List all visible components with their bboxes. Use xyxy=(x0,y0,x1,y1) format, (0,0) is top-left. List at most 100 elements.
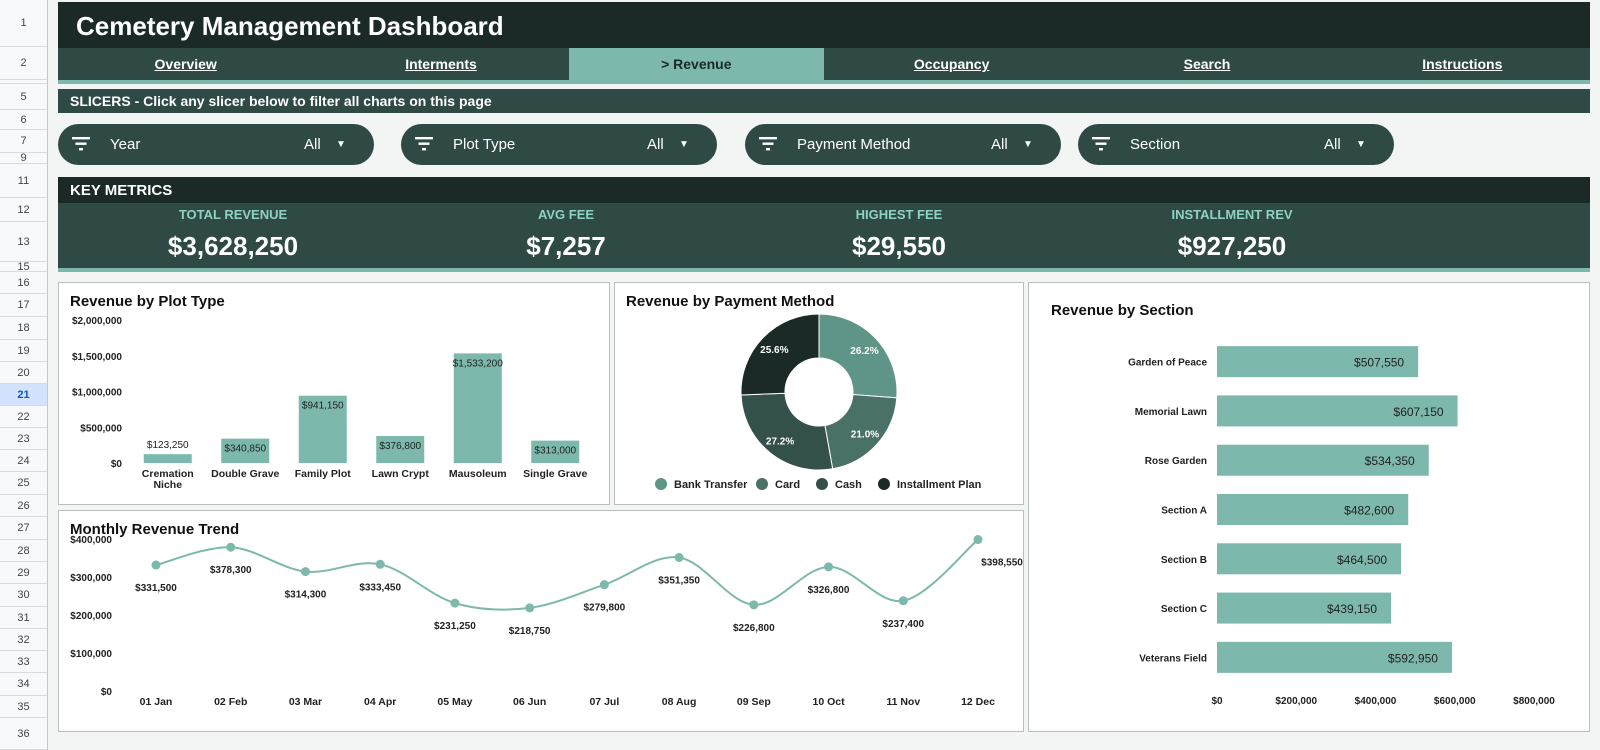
row-number[interactable]: 22 xyxy=(0,406,47,428)
data-label: $279,800 xyxy=(584,603,626,614)
y-tick-label: $0 xyxy=(111,459,123,470)
chart-title: Revenue by Plot Type xyxy=(70,293,225,310)
row-number[interactable]: 24 xyxy=(0,450,47,472)
data-label: $237,400 xyxy=(882,619,924,630)
y-tick-label: Memorial Lawn xyxy=(1135,407,1207,418)
row-header: 1 2 5 6 7 9 11 12 13 15 16 17 18 19 20 21 22 23 24 25 26 27 28… xyxy=(0,0,48,750)
row-number[interactable]: 7 xyxy=(0,130,47,153)
bar xyxy=(1217,543,1402,575)
bar xyxy=(376,436,425,463)
metric-value: $927,250 xyxy=(1177,231,1287,261)
slicer-payment-method[interactable]: Payment Method All ▼ xyxy=(745,124,1061,165)
chart-title: Revenue by Payment Method xyxy=(626,293,835,310)
row-number[interactable]: 30 xyxy=(0,584,47,607)
y-tick-label: Section A xyxy=(1161,506,1207,517)
row-number[interactable]: 27 xyxy=(0,517,47,540)
y-tick-label: $500,000 xyxy=(80,423,122,434)
row-number[interactable]: 31 xyxy=(0,607,47,629)
chart-revenue-by-plot-type[interactable]: Revenue by Plot Type $0 $500,000 $1,000,00… xyxy=(58,282,610,505)
y-tick-label: $400,000 xyxy=(70,535,112,546)
row-number[interactable]: 35 xyxy=(0,696,47,718)
row-number[interactable]: 9 xyxy=(0,152,47,164)
row-number[interactable]: 20 xyxy=(0,362,47,384)
row-number[interactable]: 33 xyxy=(0,651,47,673)
x-tick-label: 05 May xyxy=(437,696,472,708)
row-number[interactable]: 16 xyxy=(0,272,47,294)
data-point xyxy=(525,603,535,613)
data-label: $333,450 xyxy=(359,582,401,593)
tab-interments[interactable]: Interments xyxy=(405,56,477,72)
row-number[interactable]: 25 xyxy=(0,472,47,495)
row-number[interactable]: 28 xyxy=(0,540,47,562)
slicer-value: All xyxy=(991,136,1008,153)
row-number[interactable]: 13 xyxy=(0,222,47,262)
metric-value: $7,257 xyxy=(526,231,606,261)
row-number[interactable]: 36 xyxy=(0,718,47,750)
chart-title: Revenue by Section xyxy=(1051,302,1194,319)
data-label: $592,950 xyxy=(1388,651,1438,665)
row-number[interactable]: 32 xyxy=(0,629,47,651)
bar xyxy=(1217,494,1409,525)
row-number[interactable]: 12 xyxy=(0,198,47,222)
chart-revenue-by-section[interactable]: Revenue by Section $507,550 Garden of Pea… xyxy=(1028,282,1590,732)
data-label: $340,850 xyxy=(224,444,266,455)
tab-overview[interactable]: Overview xyxy=(154,56,217,72)
row-number[interactable]: 18 xyxy=(0,317,47,340)
series-line xyxy=(155,538,979,611)
slicer-plot-type[interactable]: Plot Type All ▼ xyxy=(401,124,717,165)
caret-down-icon: ▼ xyxy=(1023,139,1033,150)
slicer-section[interactable]: Section All ▼ xyxy=(1078,124,1394,165)
row-number[interactable]: 23 xyxy=(0,428,47,450)
x-tick-label: 07 Jul xyxy=(589,696,619,708)
metric-label: AVG FEE xyxy=(537,207,595,222)
filter-icon xyxy=(72,137,90,151)
x-tick-label: Family Plot xyxy=(295,468,352,480)
metric-label: HIGHEST FEE xyxy=(855,207,943,222)
legend-marker xyxy=(756,478,768,490)
data-point xyxy=(300,567,310,577)
row-number[interactable] xyxy=(0,80,47,84)
data-point xyxy=(599,580,609,590)
x-tick-label: Lawn Crypt xyxy=(372,468,430,480)
row-number[interactable]: 11 xyxy=(0,164,47,198)
x-tick-label: 10 Oct xyxy=(812,696,845,708)
chart-monthly-revenue-trend[interactable]: Monthly Revenue Trend $0 $100,000 $200,000… xyxy=(58,510,1024,732)
legend-marker xyxy=(655,478,667,490)
bar xyxy=(298,395,347,463)
row-number[interactable]: 17 xyxy=(0,294,47,317)
data-point xyxy=(151,560,161,570)
tab-instructions[interactable]: Instructions xyxy=(1422,56,1503,72)
x-tick-label: 01 Jan xyxy=(140,696,173,708)
slice-label: 26.2% xyxy=(850,346,878,357)
line-chart: $0 $100,000 $200,000 $300,000 $400,000 $331,5… xyxy=(70,535,1023,708)
row-number[interactable]: 1 xyxy=(0,0,47,47)
slicer-year[interactable]: Year All ▼ xyxy=(58,124,374,165)
tab-revenue[interactable]: > Revenue xyxy=(568,48,824,80)
row-number[interactable]: 15 xyxy=(0,261,47,273)
legend-label: Bank Transfer xyxy=(674,479,748,491)
page-title: Cemetery Management Dashboard xyxy=(76,11,504,41)
nav-bar: Overview Interments > Revenue Occupancy … xyxy=(58,48,1590,80)
row-number[interactable]: 21 xyxy=(0,384,47,406)
row-number[interactable]: 5 xyxy=(0,84,47,110)
chart-revenue-by-payment-method[interactable]: Revenue by Payment Method 26.2% 21.0% 27.2… xyxy=(614,282,1024,505)
row-number[interactable]: 26 xyxy=(0,495,47,517)
row-number[interactable]: 6 xyxy=(0,110,47,130)
row-number[interactable]: 19 xyxy=(0,340,47,362)
tab-search[interactable]: Search xyxy=(1183,56,1231,72)
y-tick-label: Garden of Peace xyxy=(1128,358,1207,369)
y-tick-label: Section B xyxy=(1161,555,1207,566)
y-tick-label: $100,000 xyxy=(70,649,112,660)
row-number[interactable]: 29 xyxy=(0,562,47,584)
legend-label: Cash xyxy=(835,479,862,491)
y-tick-label: $2,000,000 xyxy=(72,316,122,327)
row-number[interactable]: 34 xyxy=(0,673,47,696)
row-number[interactable]: 2 xyxy=(0,47,47,80)
y-tick-label: $200,000 xyxy=(70,611,112,622)
data-label: $482,600 xyxy=(1344,504,1394,518)
dashboard-sheet: Cemetery Management Dashboard Overview I… xyxy=(48,0,1600,750)
slicer-value: All xyxy=(304,136,321,153)
legend-marker xyxy=(816,478,828,490)
tab-occupancy[interactable]: Occupancy xyxy=(913,56,990,72)
